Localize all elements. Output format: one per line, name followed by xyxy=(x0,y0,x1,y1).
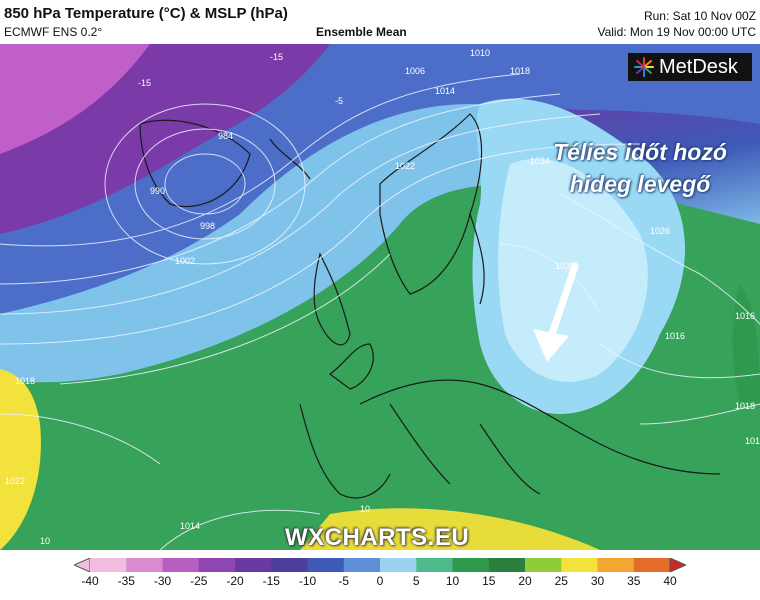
colorbar-min-arrow xyxy=(72,557,91,573)
colorbar-segment xyxy=(380,558,417,572)
logo-text: MetDesk xyxy=(659,55,738,78)
colorbar-tick-label: -30 xyxy=(153,574,172,588)
colorbar-tick-label: -10 xyxy=(298,574,317,588)
colorbar-tick-label: -35 xyxy=(117,574,135,588)
arrow-down-left-icon xyxy=(533,262,579,362)
model-label: ECMWF ENS 0.2° xyxy=(4,25,103,39)
isobar-label-group: -15 -15 -5 984 990 998 1002 1006 1010 10… xyxy=(5,48,760,546)
colorbar-segment xyxy=(162,558,200,572)
colorbar-tick-label: 40 xyxy=(663,574,677,588)
very-cold-region xyxy=(0,44,150,154)
colorbar-tick-label: 5 xyxy=(412,574,420,588)
warm-region-south xyxy=(300,508,600,550)
valid-time: Valid: Mon 19 Nov 00:00 UTC xyxy=(597,25,756,39)
colorbar-tick-label: -15 xyxy=(262,574,280,588)
annotation-line-2: hideg levegő xyxy=(569,171,711,197)
isobar-label: 1018 xyxy=(735,401,755,411)
isobars xyxy=(0,73,760,550)
chart-header: 850 hPa Temperature (°C) & MSLP (hPa) EC… xyxy=(0,0,760,44)
isobar-label: 998 xyxy=(200,221,215,231)
colorbar-segment xyxy=(633,558,671,572)
isobar-label: 1030 xyxy=(555,261,575,271)
annotation-text: Télies időt hozó hideg levegő xyxy=(535,136,745,200)
isobar-label: 1006 xyxy=(405,66,425,76)
isobar-label: 984 xyxy=(218,131,233,141)
colorbar-segment xyxy=(198,558,236,572)
colorbar-segment xyxy=(561,558,598,572)
colorbar-tick-label: -40 xyxy=(81,574,99,588)
chart-title: 850 hPa Temperature (°C) & MSLP (hPa) xyxy=(4,5,288,22)
colorbar-tick-label: 15 xyxy=(482,574,496,588)
colorbar-tick-label: 25 xyxy=(554,574,568,588)
isobar-label: 1014 xyxy=(435,86,455,96)
temperature-colorbar: -40 -35 -30 -25 -20 -15 -10 -5 0 5 10 15 20 25 30 35 40 xyxy=(72,557,688,594)
colorbar-tick-label: 0 xyxy=(376,574,384,588)
mild-region-east xyxy=(732,284,760,404)
colorbar-segment xyxy=(271,558,308,572)
colorbar-segment xyxy=(525,558,562,572)
colorbar-segment xyxy=(235,558,272,572)
watermark: WXCHARTS.EU xyxy=(285,524,470,551)
isobar-label: 1016 xyxy=(735,311,755,321)
starburst-icon xyxy=(634,57,654,77)
metdesk-logo: MetDesk xyxy=(628,53,752,81)
colorbar-segment xyxy=(307,558,345,572)
isobar-label: 1034 xyxy=(530,156,550,166)
coastlines xyxy=(139,113,721,499)
isobar-label: 1002 xyxy=(175,256,195,266)
colorbar-segment xyxy=(126,558,163,572)
isobar-label: 990 xyxy=(150,186,165,196)
colorbar-max-arrow xyxy=(669,557,688,573)
isobar-label: -15 xyxy=(138,78,151,88)
weather-map: -15 -15 -5 984 990 998 1002 1006 1010 10… xyxy=(0,44,760,550)
isobar-label: 1022 xyxy=(395,161,415,171)
colorbar-tick-label: -5 xyxy=(338,574,350,588)
isobar-label: 1018 xyxy=(745,436,760,446)
run-time: Run: Sat 10 Nov 00Z xyxy=(643,9,756,23)
isobar-label: 1018 xyxy=(15,376,35,386)
colorbar-tick-label: 10 xyxy=(445,574,460,588)
colorbar-gradient xyxy=(72,557,688,573)
colorbar-segment xyxy=(90,558,127,572)
isobar-label: 10 xyxy=(40,536,50,546)
product-label: Ensemble Mean xyxy=(316,25,407,39)
colorbar-segment xyxy=(452,558,490,572)
cool-region-light-blue xyxy=(0,104,600,383)
temperature-field: -15 -15 -5 984 990 998 1002 1006 1010 10… xyxy=(0,44,760,550)
isobar-label: 1010 xyxy=(470,48,490,58)
isobar-label: 10 xyxy=(360,504,370,514)
colorbar-tick-label: -20 xyxy=(226,574,244,588)
isobar-label: -15 xyxy=(270,52,283,62)
isobar-label: 1018 xyxy=(510,66,530,76)
colorbar-tick-label: 35 xyxy=(627,574,641,588)
isobar-label: -5 xyxy=(335,96,343,106)
isobar-label: 1016 xyxy=(665,331,685,341)
annotation-line-1: Télies időt hozó xyxy=(553,139,727,165)
colorbar-tick-label: -25 xyxy=(190,574,208,588)
colorbar-tick-label: 20 xyxy=(518,574,532,588)
isobar-label: 1014 xyxy=(180,521,200,531)
colorbar-segment xyxy=(488,558,526,572)
colorbar-segment xyxy=(343,558,381,572)
colorbar-segment xyxy=(416,558,453,572)
colorbar-tick-label: 30 xyxy=(590,574,605,588)
isobar-label: 1022 xyxy=(5,476,25,486)
colorbar-segment xyxy=(597,558,635,572)
isobar-label: 1026 xyxy=(650,226,670,236)
